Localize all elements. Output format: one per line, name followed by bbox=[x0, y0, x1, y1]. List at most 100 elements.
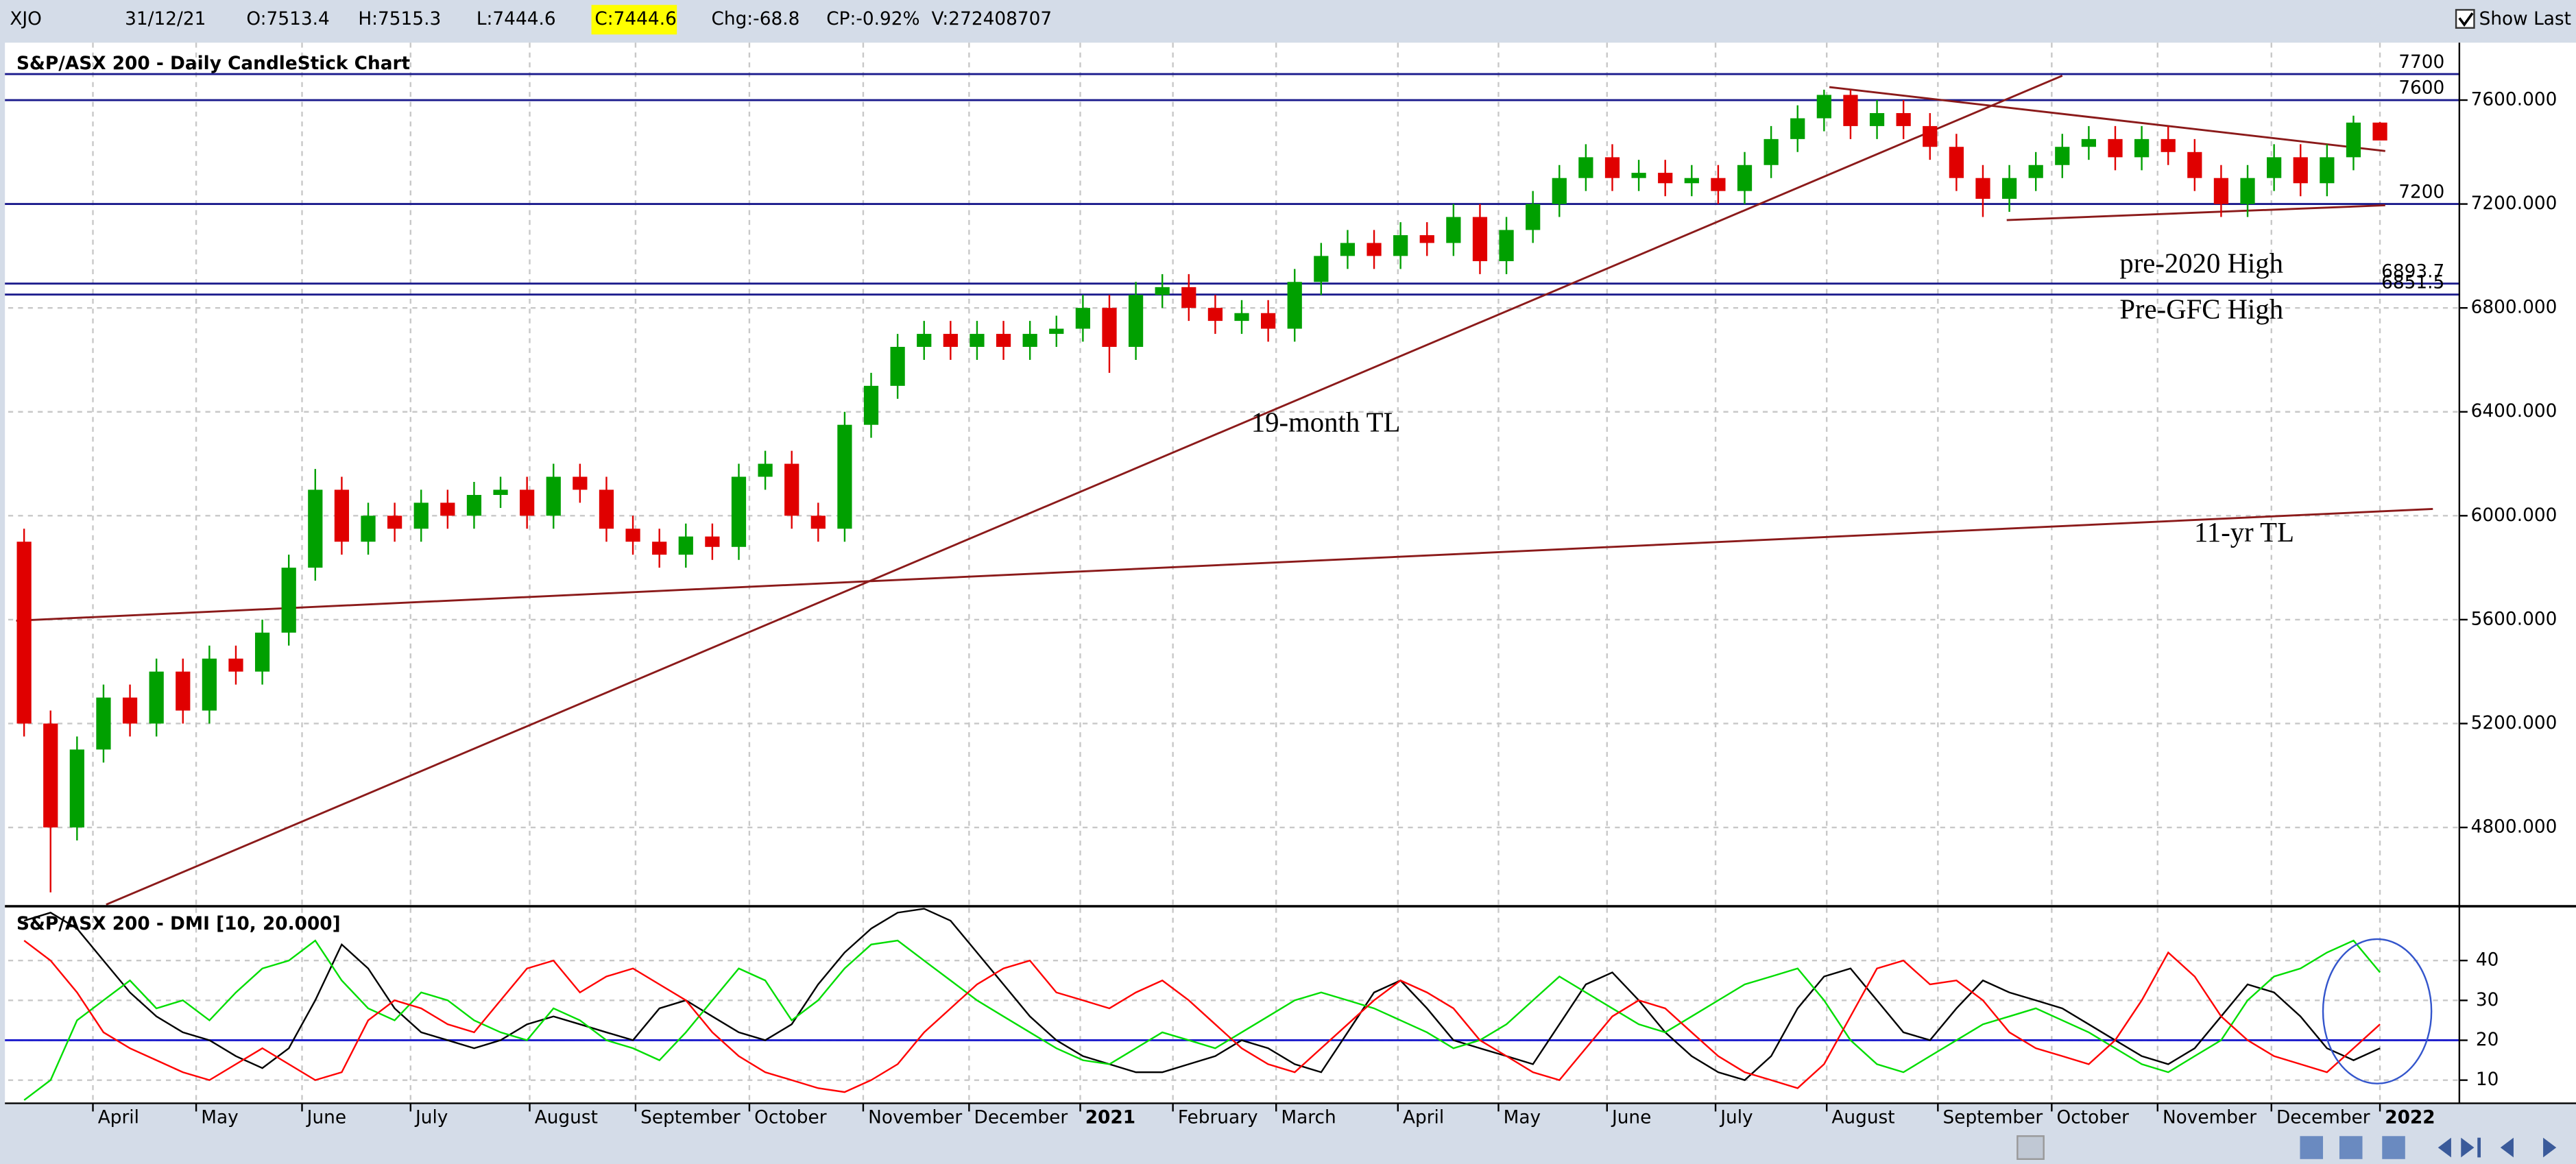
candle-body bbox=[1684, 178, 1699, 184]
x-tick-label: December bbox=[2276, 1107, 2370, 1128]
nav-button[interactable] bbox=[2543, 1137, 2557, 1158]
candle-body bbox=[1631, 173, 1646, 178]
y-tick-label: 6000.000 bbox=[2471, 505, 2557, 526]
candle-body bbox=[1419, 235, 1434, 243]
candle-body bbox=[2240, 178, 2255, 204]
nav-button[interactable] bbox=[2300, 1136, 2324, 1159]
candle-body bbox=[387, 516, 402, 529]
candle-body bbox=[2187, 151, 2202, 178]
annotation: 11-yr TL bbox=[2194, 517, 2294, 548]
close-highlight bbox=[591, 5, 677, 35]
x-tick-label: October bbox=[2057, 1107, 2130, 1128]
candle-body bbox=[2134, 138, 2150, 158]
trend-line bbox=[1829, 86, 2385, 152]
y-tick-label: 5200.000 bbox=[2471, 713, 2557, 733]
candle-body bbox=[2213, 178, 2229, 204]
level-label: 7200 bbox=[2398, 182, 2444, 202]
candle-body bbox=[1075, 308, 1090, 329]
candle-body bbox=[625, 529, 640, 542]
level-label: 7700 bbox=[2398, 52, 2444, 73]
candle-body bbox=[1949, 147, 1964, 178]
chart-title: S&P/ASX 200 - DMI [10, 20.000] bbox=[16, 914, 341, 934]
scroll-thumb[interactable] bbox=[2017, 1135, 2045, 1161]
close: C:7444.6 bbox=[594, 9, 676, 29]
candle-body bbox=[2372, 122, 2387, 141]
candle-body bbox=[1155, 287, 1170, 295]
date: 31/12/21 bbox=[125, 9, 206, 29]
level-label: 6851.5 bbox=[2381, 272, 2444, 293]
annotation: Pre-GFC High bbox=[2119, 293, 2283, 324]
show-last[interactable]: Show Last bbox=[2479, 9, 2571, 29]
nav-button[interactable] bbox=[2339, 1136, 2363, 1159]
candle-body bbox=[466, 495, 482, 516]
candle-body bbox=[202, 658, 217, 711]
y-tick-label: 40 bbox=[2476, 950, 2499, 971]
candle-body bbox=[149, 671, 164, 724]
y-tick-label: 20 bbox=[2476, 1030, 2499, 1050]
x-tick-label: August bbox=[1831, 1107, 1894, 1128]
level-label: 6893.7 bbox=[2381, 261, 2444, 282]
charts: 4800.000 5200.000 5600.000 6000.000 6400.000… bbox=[5, 43, 2557, 1128]
candle-body bbox=[2028, 165, 2043, 178]
y-tick-label: 6400.000 bbox=[2471, 401, 2557, 422]
x-tick-label: June bbox=[306, 1107, 346, 1128]
candle-body bbox=[1843, 95, 1858, 126]
x-tick-label: May bbox=[1504, 1107, 1541, 1128]
nav-button[interactable] bbox=[2500, 1137, 2514, 1158]
candle-body bbox=[970, 334, 985, 348]
candle-body bbox=[863, 385, 879, 425]
x-tick-label: March bbox=[1281, 1107, 1336, 1128]
y-tick-label: 5600.000 bbox=[2471, 609, 2557, 629]
x-tick-label: October bbox=[754, 1107, 827, 1128]
level-label: 7600 bbox=[2398, 78, 2444, 99]
candle-body bbox=[334, 489, 350, 542]
y-tick-label: 30 bbox=[2476, 990, 2499, 1010]
toolbar bbox=[0, 0, 2576, 43]
nav-button[interactable] bbox=[2437, 1137, 2451, 1158]
x-tick-label: September bbox=[1943, 1107, 2043, 1128]
candle-body bbox=[122, 697, 138, 724]
candle-body bbox=[308, 489, 323, 568]
candle-body bbox=[1022, 334, 1037, 348]
candle-body bbox=[996, 334, 1011, 348]
candle-body bbox=[2160, 138, 2176, 152]
candle-body bbox=[1128, 295, 1144, 348]
check bbox=[2458, 12, 2474, 27]
candle-body bbox=[1975, 178, 1990, 199]
x-tick-label: April bbox=[98, 1107, 139, 1128]
y-tick-label: 7200.000 bbox=[2471, 193, 2557, 214]
candle-body bbox=[413, 502, 429, 529]
annotation: 19-month TL bbox=[1251, 407, 1401, 438]
candle-body bbox=[2267, 157, 2282, 178]
candle-body bbox=[2055, 147, 2070, 165]
candle-body bbox=[1737, 165, 1753, 191]
candle-body bbox=[1340, 243, 1356, 256]
candle-body bbox=[1472, 217, 1488, 261]
nav-button[interactable] bbox=[2461, 1137, 2481, 1158]
candle-body bbox=[1287, 282, 1302, 329]
high: H:7515.3 bbox=[358, 9, 441, 29]
change-pct: CP:-0.92% bbox=[826, 9, 919, 29]
candle-body bbox=[1923, 125, 1938, 147]
candle-body bbox=[1896, 112, 1911, 126]
change: Chg:-68.8 bbox=[711, 9, 799, 29]
candle-body bbox=[1711, 178, 1726, 191]
trend-line bbox=[2006, 204, 2385, 221]
nav-button[interactable] bbox=[2382, 1136, 2405, 1159]
candle-body bbox=[281, 568, 296, 633]
x-tick-label: April bbox=[1403, 1107, 1444, 1128]
candle-body bbox=[96, 697, 111, 750]
candle-body bbox=[784, 463, 799, 516]
x-tick-label: November bbox=[868, 1107, 962, 1128]
dmi-line bbox=[23, 939, 2381, 1101]
x-tick-label: July bbox=[1719, 1107, 1753, 1128]
candle-body bbox=[917, 334, 932, 348]
x-tick-label: 2022 bbox=[2385, 1107, 2435, 1128]
x-tick-label: June bbox=[1611, 1107, 1651, 1128]
candle-body bbox=[1181, 287, 1196, 308]
dmi-line bbox=[23, 940, 2381, 1093]
candle-body bbox=[1446, 217, 1461, 243]
candle-body bbox=[2081, 138, 2097, 147]
